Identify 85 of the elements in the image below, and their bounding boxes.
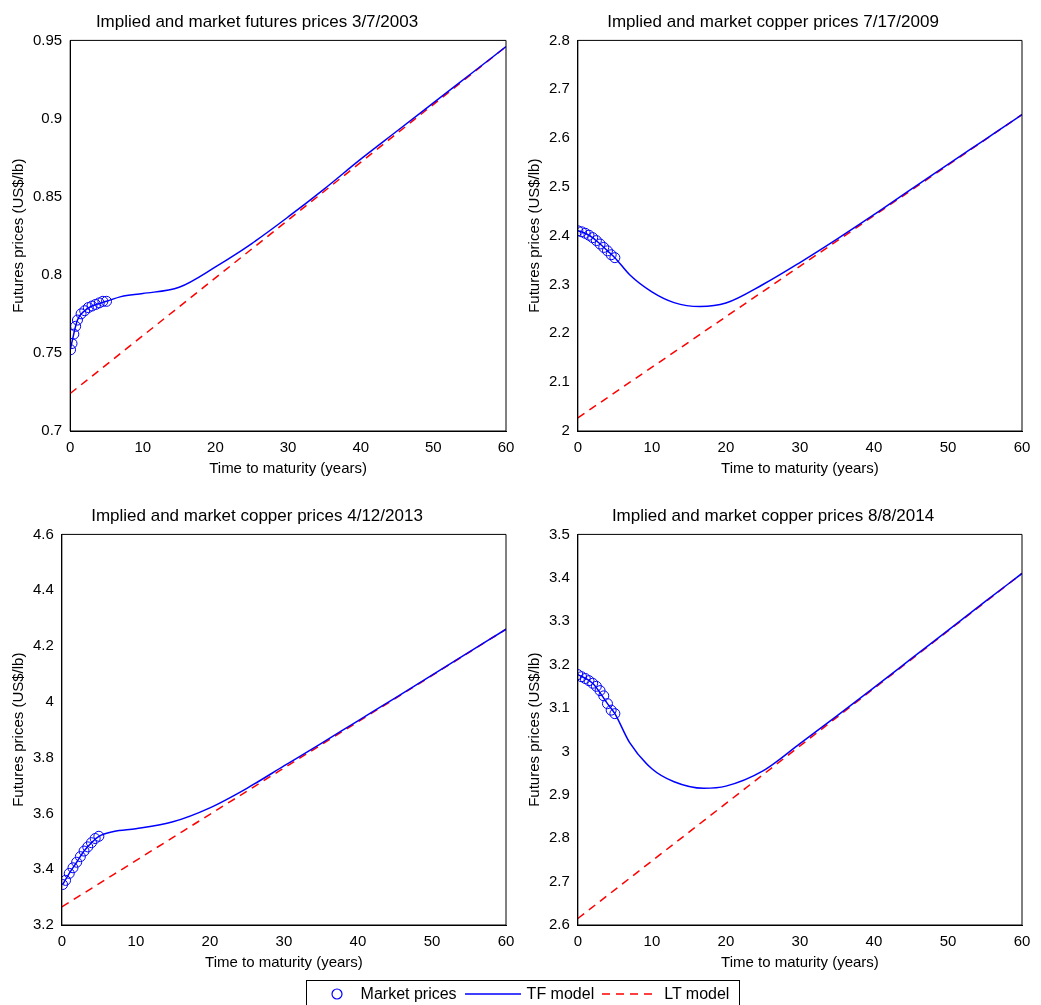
y-axis-title: Futures prices (US$/lb) [9,158,27,313]
y-tick-label: 0.75 [32,343,63,361]
y-tick-label: 3 [561,741,570,759]
x-tick-label: 10 [134,438,152,456]
y-tick-label: 2.2 [548,323,570,341]
y-tick-label: 2.7 [548,871,570,889]
x-tick-label: 10 [643,932,661,950]
x-tick-label: 0 [573,438,583,456]
x-tick-label: 20 [207,438,224,456]
y-tick-label: 3.4 [548,567,570,585]
x-axis-title: Time to maturity (years) [209,459,367,477]
y-tick-label: 0.7 [41,421,63,439]
point [70,328,80,340]
x-tick-label: 30 [791,932,809,950]
y-axis-title: Futures prices (US$/lb) [9,652,27,807]
y-tick-label: 0.95 [32,30,63,48]
y-tick-label: 0.85 [32,186,63,204]
x-tick-label: 50 [939,932,957,950]
y-tick-label: 2.6 [548,915,570,933]
y-tick-label: 3.2 [32,915,54,933]
y-tick-label: 2.3 [548,274,570,292]
x-tick-label: 30 [275,932,293,950]
x-tick-label: 0 [573,932,583,950]
x-tick-label: 30 [279,438,297,456]
y-tick-label: 3.1 [548,698,570,716]
chart-title: Implied and market copper prices 7/17/2009 [607,11,939,31]
y-tick-label: 4 [45,691,54,709]
chart-title: Implied and market futures prices 3/7/2003 [95,11,419,31]
point [71,314,83,326]
x-tick-label: 10 [127,932,145,950]
y-axis-title: Futures prices (US$/lb) [525,158,543,313]
point [70,320,82,332]
x-tick-label: 50 [425,438,442,456]
point [97,295,109,307]
x-tick-label: 40 [865,932,883,950]
point [75,308,87,320]
y-tick-label: 0.9 [41,108,63,126]
x-tick-label: 30 [791,438,809,456]
y-tick-label: 2.8 [548,30,570,48]
x-tick-label: 50 [939,438,957,456]
point [101,295,113,307]
x-tick-label: 40 [352,438,370,456]
y-tick-label: 2.4 [548,225,570,243]
x-tick-label: 0 [66,438,75,456]
legend-label: LT model [664,985,730,1003]
line-series [577,113,1022,308]
y-tick-label: 2 [561,421,570,439]
x-tick-label: 60 [1013,932,1031,950]
x-axis-title: Time to maturity (years) [721,459,879,477]
legend-label: TF model [526,985,595,1003]
line-series [577,572,1022,790]
chart-title: Implied and market copper prices 4/12/2013 [91,505,423,525]
y-tick-label: 4.6 [32,524,54,542]
y-tick-label: 3.6 [32,803,54,821]
y-tick-label: 2.6 [548,128,570,146]
y-tick-label: 3.4 [32,859,54,877]
y-tick-label: 3.8 [32,747,54,765]
x-tick-label: 20 [717,932,735,950]
point [86,300,98,312]
y-tick-label: 2.8 [548,828,570,846]
x-tick-label: 20 [201,932,219,950]
x-tick-label: 0 [57,932,67,950]
y-tick-label: 2.5 [548,177,570,195]
x-tick-label: 60 [1013,438,1031,456]
y-tick-label: 4.2 [32,636,54,654]
x-tick-label: 40 [865,438,883,456]
x-axis-title: Time to maturity (years) [205,953,363,971]
y-tick-label: 3.2 [548,654,570,672]
y-tick-label: 2.7 [548,79,570,97]
x-tick-label: 10 [643,438,661,456]
x-tick-label: 40 [349,932,367,950]
y-axis-title: Futures prices (US$/lb) [525,652,543,807]
y-tick-label: 2.1 [548,372,570,390]
x-tick-label: 60 [497,932,515,950]
chart-title: Implied and market copper prices 8/8/2014 [611,505,935,525]
legend-label: Market prices [360,985,457,1003]
y-tick-label: 3.3 [548,611,570,629]
x-tick-label: 20 [717,438,735,456]
x-tick-label: 50 [423,932,441,950]
x-axis-title: Time to maturity (years) [721,953,879,971]
x-tick-label: 60 [497,438,515,456]
y-tick-label: 3.5 [548,524,570,542]
y-tick-label: 0.8 [41,264,63,282]
y-tick-label: 2.9 [548,784,570,802]
y-tick-label: 4.4 [32,580,54,598]
